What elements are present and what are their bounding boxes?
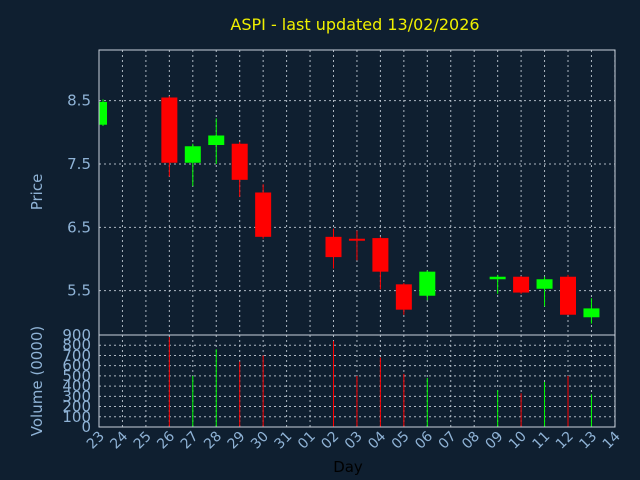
price-candle — [325, 228, 342, 269]
candle-body — [208, 135, 225, 145]
candle-body — [489, 276, 506, 280]
volume-tick-label: 300 — [62, 387, 91, 405]
candle-body — [372, 238, 389, 272]
x-tick-label: 31 — [272, 429, 296, 453]
price-tick-label: 6.5 — [67, 218, 91, 236]
candle-body — [536, 279, 553, 289]
price-candle — [208, 118, 225, 164]
price-candle — [255, 184, 272, 239]
x-tick-label: 29 — [225, 429, 249, 453]
price-candle — [419, 270, 436, 301]
volume-tick-label: 600 — [62, 357, 91, 375]
price-candle — [489, 274, 506, 294]
price-candle — [395, 283, 412, 315]
volume-frame — [98, 334, 616, 428]
x-tick-label: 01 — [295, 429, 319, 453]
x-tick-label: 07 — [436, 429, 460, 453]
candle-body — [325, 236, 342, 258]
price-tick-label: 5.5 — [67, 282, 91, 300]
x-tick-label: 11 — [529, 429, 553, 453]
volume-axis-label: Volume (0000) — [28, 326, 46, 436]
x-tick-label: 13 — [576, 429, 600, 453]
x-tick-label: 03 — [342, 429, 366, 453]
candle-body — [161, 97, 178, 163]
price-candle — [536, 276, 553, 307]
price-tick-label: 8.5 — [67, 92, 91, 110]
price-candle — [583, 298, 600, 324]
x-tick-label: 27 — [178, 429, 202, 453]
candle-body — [184, 146, 201, 163]
x-tick-label: 10 — [506, 429, 530, 453]
candle-body — [560, 276, 576, 315]
price-candle — [513, 276, 530, 294]
x-tick-label: 24 — [107, 428, 131, 452]
x-tick-label: 04 — [365, 428, 389, 452]
candle-body — [583, 308, 600, 318]
x-axis-label: Day — [333, 458, 363, 476]
candle-body — [348, 238, 365, 241]
x-tick-label: 02 — [318, 429, 342, 453]
x-tick-label: 28 — [201, 429, 225, 453]
candle-body — [419, 271, 436, 296]
x-tick-label: 05 — [389, 429, 413, 453]
price-candle — [99, 99, 107, 126]
x-tick-label: 25 — [131, 429, 155, 453]
candle-body — [395, 284, 412, 310]
volume-tick-label: 800 — [62, 336, 91, 354]
price-candle — [372, 236, 389, 290]
price-candle — [560, 274, 576, 315]
chart-title: ASPI - last updated 13/02/2026 — [230, 15, 479, 34]
x-tick-label: 09 — [483, 429, 507, 453]
price-panel: 5.5 6.5 7.5 8.5 — [67, 49, 616, 336]
volume-tick-label: 100 — [62, 408, 91, 426]
price-candle — [161, 96, 178, 177]
volume-tick-label: 500 — [62, 367, 91, 385]
price-candle — [184, 143, 201, 187]
x-tick-label: 06 — [412, 428, 436, 452]
x-tick-label: 12 — [553, 429, 577, 453]
x-axis: 23 24 25 26 27 28 29 30 31 01 02 03 04 05 06 07 08 09 10 11… — [84, 428, 624, 452]
price-tick-label: 7.5 — [67, 155, 91, 173]
x-tick-label: 30 — [248, 429, 272, 453]
volume-tick-label: 200 — [62, 398, 91, 416]
volume-tick-label: 900 — [62, 326, 91, 344]
x-tick-label: 14 — [600, 428, 624, 452]
price-frame — [98, 49, 616, 336]
price-candle — [231, 141, 248, 197]
x-tick-label: 26 — [154, 428, 178, 452]
price-axis-label: Price — [28, 174, 46, 211]
x-tick-label: 08 — [459, 429, 483, 453]
price-candle — [348, 230, 365, 261]
volume-tick-label: 400 — [62, 377, 91, 395]
volume-tick-label: 0 — [81, 418, 91, 436]
volume-tick-label: 700 — [62, 346, 91, 364]
candle-body — [513, 276, 530, 293]
candle-body — [255, 192, 272, 237]
candle-body — [231, 143, 248, 180]
candle-body — [99, 101, 107, 125]
